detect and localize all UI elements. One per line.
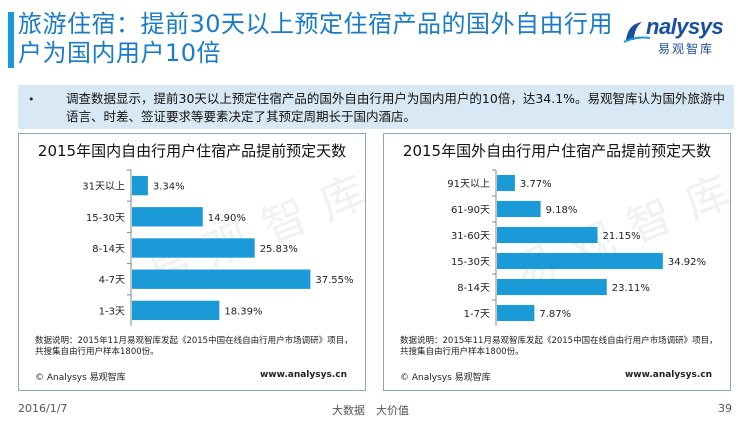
data-label: 37.55%	[315, 275, 353, 286]
domestic-bar-chart: 31天以上 3.34% 15-30天 14.90% 8-14天 25.83% 4-7天 37.…	[82, 169, 354, 326]
bar	[132, 238, 255, 258]
bar	[497, 200, 541, 218]
category-label: 91天以上	[447, 178, 490, 190]
category-label: 1-3天	[99, 306, 125, 317]
bar	[132, 269, 311, 289]
title-accent-bar	[8, 12, 14, 68]
data-label: 18.39%	[224, 306, 262, 317]
chart-title: 2015年国内自由行用户住宿产品提前预定天数	[37, 142, 347, 160]
data-label: 3.34%	[153, 182, 185, 193]
category-label: 15-30天	[451, 257, 490, 268]
page-number: 39	[718, 402, 732, 415]
logo-chinese-name: 易观智库	[658, 42, 715, 56]
chart-title: 2015年国外自由行用户住宿产品提前预定天数	[402, 142, 712, 160]
category-label: 31-60天	[451, 231, 490, 242]
bar	[132, 175, 148, 196]
site-url: www.analysys.cn	[624, 370, 712, 380]
site-url: www.analysys.cn	[259, 370, 347, 380]
slide-title: 旅游住宿：提前30天以上预定住宿产品的国外自由行用户为国内用户10倍	[18, 10, 614, 67]
category-label: 15-30天	[86, 213, 125, 224]
data-note: 数据说明：2015年11月易观智库发起《2015中国在线自由行用户市场调研》项目…	[35, 336, 353, 357]
data-label: 34.92%	[668, 257, 706, 268]
data-label: 25.83%	[260, 244, 298, 255]
copyright-text: © Analysys 易观智库	[400, 373, 491, 383]
data-label: 3.77%	[520, 179, 552, 190]
bar	[497, 174, 515, 192]
category-label: 61-90天	[451, 205, 490, 216]
bar	[497, 304, 535, 322]
category-label: 31天以上	[82, 181, 125, 193]
data-label: 7.87%	[539, 309, 571, 320]
bar	[132, 207, 203, 227]
data-label: 9.18%	[546, 205, 578, 216]
category-label: 1-7天	[464, 309, 490, 320]
bar	[497, 252, 663, 270]
footer-slogan: 大数据 大价值	[332, 404, 409, 417]
bar	[497, 278, 607, 296]
bar	[497, 226, 598, 244]
summary-box: • 调查数据显示，提前30天以上预定住宿产品的国外自由行用户为国内用户的10倍，…	[18, 85, 734, 129]
copyright-text: © Analysys 易观智库	[35, 373, 126, 383]
logo-wordmark: nalysys	[646, 14, 724, 39]
data-label: 21.15%	[602, 231, 640, 242]
logo-swoosh-icon	[623, 22, 651, 43]
bar	[132, 300, 220, 321]
domestic-chart-panel: 易观智库 2015年国内自由行用户住宿产品提前预定天数 31天以上 3.34% 15…	[18, 133, 389, 391]
category-label: 8-14天	[92, 244, 125, 255]
summary-text: 调查数据显示，提前30天以上预定住宿产品的国外自由行用户为国内用户的10倍，达3…	[66, 91, 726, 124]
data-label: 23.11%	[612, 283, 650, 294]
overseas-bar-chart: 91天以上 3.77% 61-90天 9.18% 31-60天 21.15% 15-30天 3…	[447, 169, 706, 326]
category-label: 8-14天	[457, 283, 490, 294]
data-label: 14.90%	[208, 213, 246, 224]
footer-date: 2016/1/7	[18, 402, 68, 415]
summary-bullet: •	[28, 93, 35, 106]
overseas-chart-panel: 易观智库 2015年国外自由行用户住宿产品提前预定天数 91天以上 3.77% 61…	[383, 133, 750, 391]
analysys-logo: nalysys 易观智库	[622, 14, 742, 56]
category-label: 4-7天	[99, 275, 125, 286]
data-note: 数据说明：2015年11月易观智库发起《2015中国在线自由行用户市场调研》项目…	[400, 336, 718, 357]
